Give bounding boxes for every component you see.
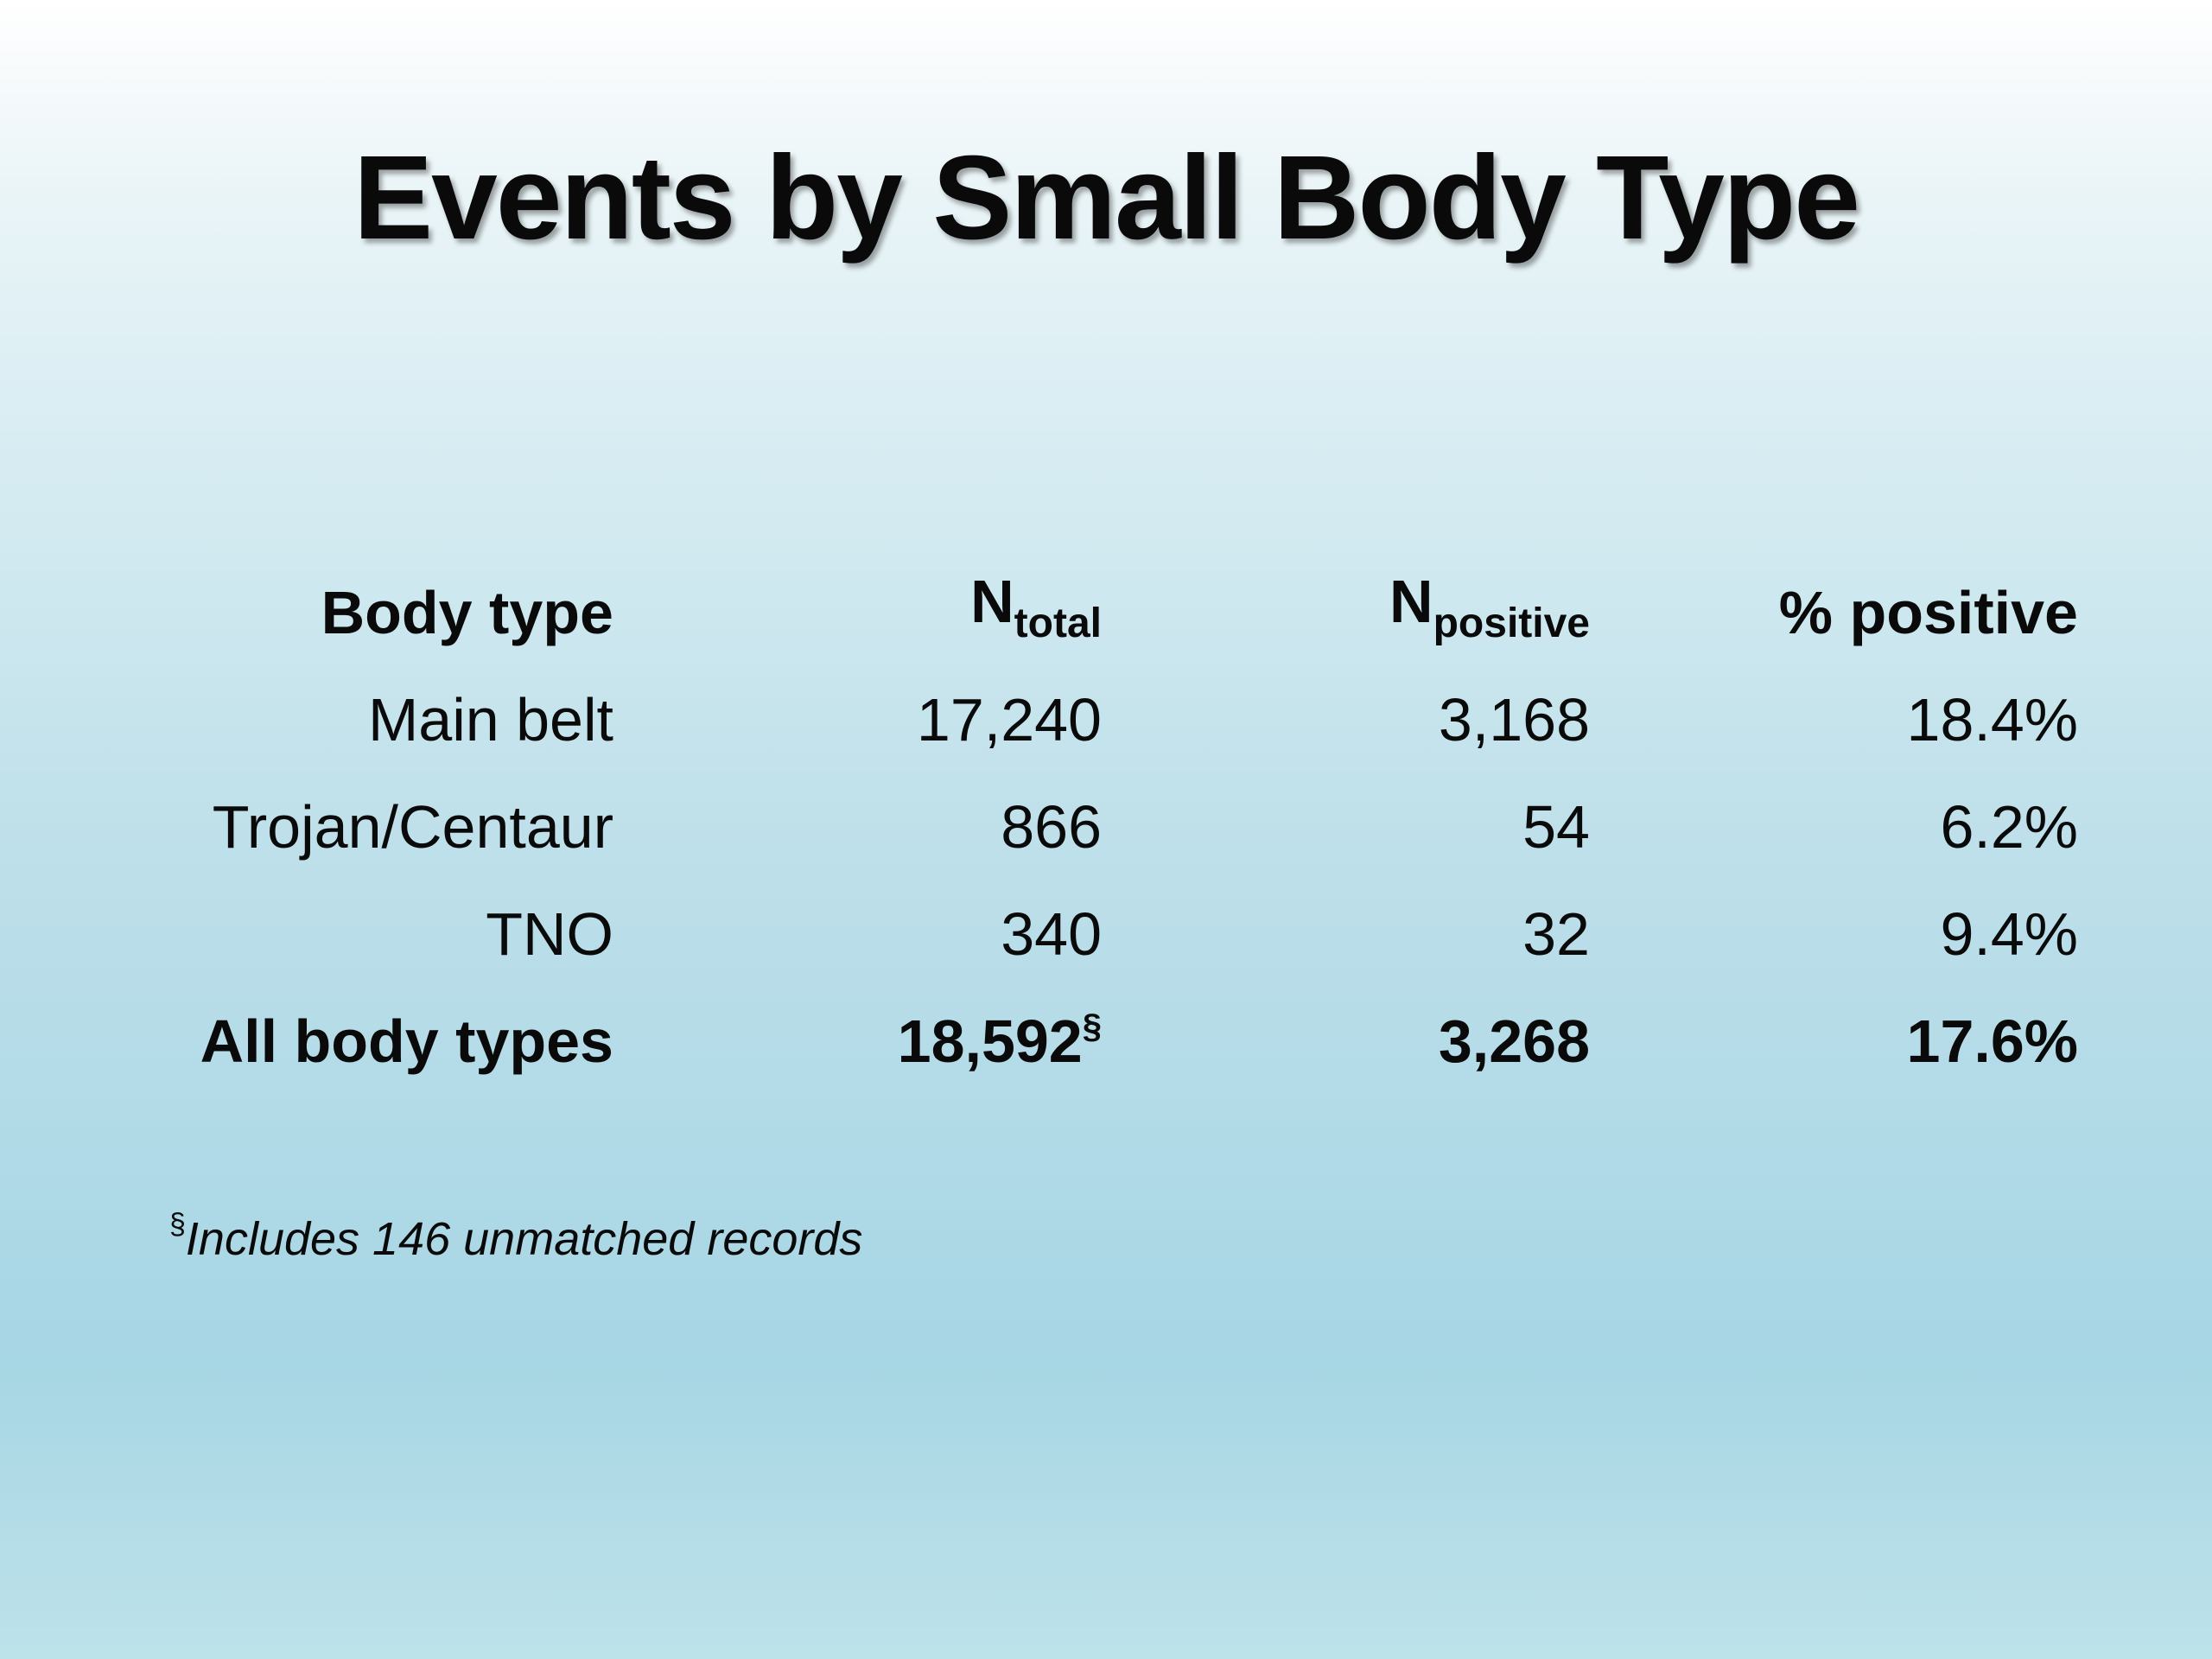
cell-pct-positive: 9.4% xyxy=(1940,900,2078,968)
total-body-type: All body types xyxy=(200,1007,613,1075)
total-n-total-value: 18,592 xyxy=(897,1007,1083,1075)
cell-body-type: TNO xyxy=(486,900,613,968)
table-row: Trojan/Centaur 866 54 6.2% xyxy=(104,754,2078,861)
table-header-row: Body type Ntotal Npositive % positive xyxy=(104,540,2078,647)
table-total-row: All body types 18,592§ 3,268 17.6% xyxy=(104,969,2078,1076)
footnote-mark: § xyxy=(169,1208,186,1241)
cell-n-positive: 54 xyxy=(1522,793,1590,861)
cell-pct-positive: 6.2% xyxy=(1940,793,2078,861)
header-pct-positive: % positive xyxy=(1778,579,2078,646)
cell-n-total: 17,240 xyxy=(916,686,1102,753)
header-n-positive-base: N xyxy=(1389,568,1433,636)
footnote-text: Includes 146 unmatched records xyxy=(185,1212,863,1265)
cell-n-total: 340 xyxy=(1001,900,1102,968)
table-row: Main belt 17,240 3,168 18.4% xyxy=(104,647,2078,754)
total-pct-positive: 17.6% xyxy=(1906,1007,2078,1075)
body-type-table: Body type Ntotal Npositive % positive Ma… xyxy=(104,540,2078,1076)
total-n-positive: 3,268 xyxy=(1438,1007,1590,1075)
total-n-total-footnote-mark: § xyxy=(1082,1007,1102,1046)
total-n-total: 18,592§ xyxy=(613,969,1102,1076)
cell-pct-positive: 18.4% xyxy=(1906,686,2078,753)
header-n-total-base: N xyxy=(970,568,1014,636)
cell-body-type: Trojan/Centaur xyxy=(212,793,613,861)
header-n-total: Ntotal xyxy=(613,540,1102,647)
cell-body-type: Main belt xyxy=(367,686,613,753)
header-n-total-subscript: total xyxy=(1014,601,1102,646)
header-n-positive-subscript: positive xyxy=(1433,601,1590,646)
slide-title: Events by Small Body Type xyxy=(353,131,1860,264)
header-body-type: Body type xyxy=(321,579,613,646)
cell-n-positive: 3,168 xyxy=(1438,686,1590,753)
cell-n-total: 866 xyxy=(1001,793,1102,861)
table-row: TNO 340 32 9.4% xyxy=(104,861,2078,969)
header-n-positive: Npositive xyxy=(1102,540,1590,647)
cell-n-positive: 32 xyxy=(1522,900,1590,968)
footnote: §Includes 146 unmatched records xyxy=(169,1208,862,1266)
